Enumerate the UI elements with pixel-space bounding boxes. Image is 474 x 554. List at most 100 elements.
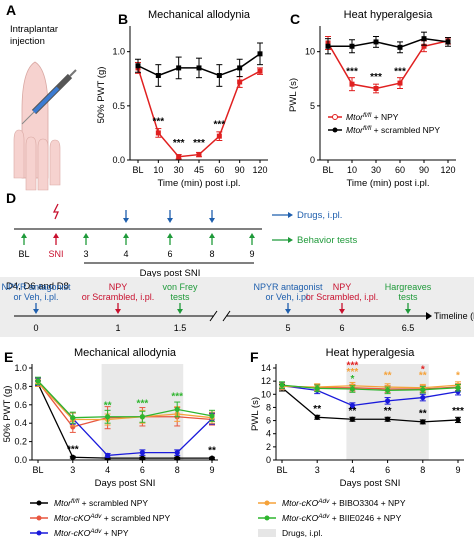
timeline2-tick-label: 6 (339, 323, 344, 333)
legend-label: Mtor-cKOAdv + BIBO3304 + NPY (282, 498, 406, 508)
series-line (37, 382, 213, 421)
y-tick-label: 12 (261, 376, 271, 386)
panel-label-F: F (250, 349, 259, 365)
timeline2-event-arrow-head (285, 309, 291, 314)
legend-label: Mtor-cKOAdv + BIIE0246 + NPY (282, 513, 402, 523)
timeline2-tick-label: 6.5 (402, 323, 415, 333)
data-point (385, 387, 391, 393)
y-tick-label: 4 (266, 429, 271, 439)
legend-label: Mtor-cKOAdv + NPY (54, 528, 129, 538)
data-point (314, 385, 320, 391)
data-point (455, 389, 461, 395)
behavior-arrow-head (167, 233, 173, 238)
data-point (421, 36, 427, 42)
panel-label-d: D (6, 190, 16, 206)
x-tick-label: 10 (347, 165, 357, 175)
timeline2-event-arrow-head (405, 309, 411, 314)
legend-swatch-shaded (258, 529, 276, 537)
legend-drug-arrow-head (288, 212, 293, 218)
x-tick-label: 120 (440, 165, 455, 175)
significance-star: ** (208, 446, 216, 457)
timeline2-background (0, 277, 474, 337)
timeline2-tick-label: 0 (33, 323, 38, 333)
significance-star: *** (370, 72, 382, 83)
drug-arrow-head (167, 218, 173, 223)
data-point (257, 68, 263, 74)
timeline2-event-label: NPY or Scrambled, i.pl. (306, 282, 379, 302)
data-point (420, 387, 426, 393)
legend-behavior-label: Behavior tests (297, 235, 357, 246)
data-point (455, 385, 461, 391)
data-point (216, 73, 222, 78)
data-point (35, 378, 41, 384)
data-point (105, 452, 111, 458)
y-tick-label: 0.0 (112, 155, 125, 165)
data-point (349, 402, 355, 409)
series-line (281, 384, 459, 389)
legend-swatch-marker (264, 500, 270, 506)
timeline2-tick-label: 1.5 (174, 323, 187, 333)
x-tick-label: 9 (455, 465, 460, 475)
x-tick-label: BL (132, 165, 143, 175)
series-line (281, 387, 459, 423)
legend-label: Mtorfl/fl + scrambled NPY (54, 498, 148, 508)
data-point (314, 414, 320, 420)
y-tick-label: 0.5 (112, 101, 125, 111)
behavior-arrow-head (21, 233, 27, 238)
significance-star: *** (67, 445, 79, 456)
x-axis-label: Days post SNI (340, 478, 401, 489)
timeline-tick-label: 6 (167, 249, 172, 259)
series-line (37, 380, 213, 419)
x-tick-label: 60 (214, 165, 224, 175)
y-axis-label: 50% PWT (g) (96, 67, 107, 124)
data-point (325, 43, 331, 49)
data-point (349, 416, 355, 422)
drug-shaded-region (346, 364, 429, 460)
x-tick-label: 90 (419, 165, 429, 175)
data-point (209, 455, 215, 461)
y-tick-label: 10 (305, 47, 315, 57)
behavior-arrow-head (209, 233, 215, 238)
significance-star: ** (313, 404, 321, 415)
timeline-tick-label: SNI (48, 249, 63, 259)
data-point (155, 73, 161, 78)
legend-swatch-marker (36, 500, 42, 506)
x-tick-label: BL (32, 465, 43, 475)
significance-star: *** (137, 399, 149, 410)
data-point (373, 86, 379, 91)
timeline2-event-arrow-head (115, 309, 121, 314)
significance-star: *** (213, 120, 225, 131)
x-tick-label: 4 (105, 465, 110, 475)
timeline-xlabel: Days post SNI (140, 268, 201, 279)
data-point (445, 39, 451, 45)
x-tick-label: 3 (70, 465, 75, 475)
timeline2-event-label: NPYR antagonist or Veh, i.pl. (253, 282, 323, 302)
timeline-tick-label: 3 (83, 249, 88, 259)
y-axis-label: PWL (s) (250, 397, 261, 431)
data-point (385, 398, 391, 404)
injection-text: injection (10, 36, 45, 47)
series-line (281, 384, 459, 391)
series-line (281, 385, 459, 407)
legend-label: Drugs, i.pl. (282, 528, 323, 538)
x-axis-label: Days post SNI (95, 478, 156, 489)
significance-star: ** (384, 371, 392, 382)
x-tick-label: BL (276, 465, 287, 475)
significance-star: *** (452, 406, 464, 417)
series-line (327, 40, 449, 90)
significance-star: *** (394, 66, 406, 77)
legend-bc: Mtorfl/fl + NPY Mtorfl/fl + scrambled NPY (328, 112, 440, 135)
legend-label-scrambled: Mtorfl/fl + scrambled NPY (346, 125, 440, 135)
timeline2-event-label: von Frey tests (162, 282, 198, 302)
timeline-tick-label: 9 (249, 249, 254, 259)
significance-star: *** (347, 367, 359, 378)
panel-label-E: E (4, 349, 13, 365)
timeline2-arrow-head (426, 312, 432, 320)
axis-break-mark (209, 310, 218, 322)
significance-star: ** (104, 400, 112, 411)
data-point (105, 414, 111, 420)
y-tick-label: 6 (266, 416, 271, 426)
significance-star: ** (349, 406, 357, 417)
y-tick-label: 1.0 (14, 363, 27, 373)
